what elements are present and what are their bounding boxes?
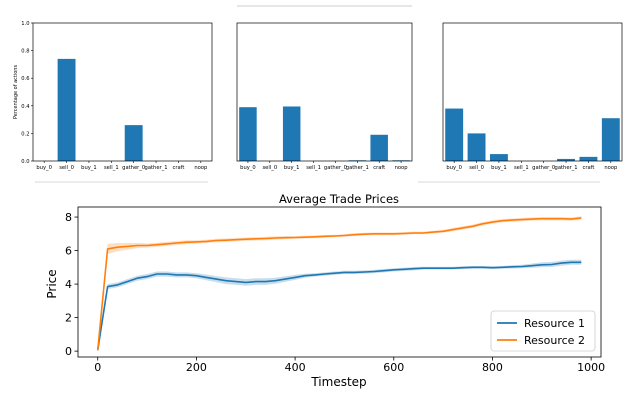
y-tick-label: 0.2 xyxy=(21,131,29,137)
x-tick-label: noop xyxy=(194,165,208,171)
bar-gather_0 xyxy=(124,125,143,161)
y-tick-label: 0.6 xyxy=(21,76,29,82)
bar-craft xyxy=(370,134,388,161)
bar-buy_1 xyxy=(282,106,301,161)
x-tick-label: sell_1 xyxy=(306,165,321,171)
x-tick-label: gather_0 xyxy=(532,165,555,171)
x-tick-label: buy_1 xyxy=(81,165,97,171)
y-tick-label: 6 xyxy=(65,245,72,258)
band-series-1 xyxy=(97,259,582,351)
bar-chart-panel-3: buy_0 sell_0 buy_1 sell_1 gather_0 gather_1 cr… xyxy=(442,22,623,171)
legend-label-1: Resource 1 xyxy=(524,317,585,330)
line-chart-axes: 0 200 400 600 800 1000 0 2 4 6 8 xyxy=(65,206,605,374)
x-tick-label: buy_0 xyxy=(240,165,256,171)
y-tick-label: 0.0 xyxy=(21,159,29,165)
y-tick-label: 0 xyxy=(65,345,72,358)
x-tick-label: sell_0 xyxy=(469,165,484,171)
bar-buy_1 xyxy=(489,154,508,161)
x-tick-label: buy_1 xyxy=(491,165,507,171)
bar-gather_1 xyxy=(557,158,576,161)
x-tick-label: sell_1 xyxy=(104,165,119,171)
legend: Resource 1 Resource 2 xyxy=(490,310,596,352)
x-tick-label: craft xyxy=(373,165,385,171)
x-tick-label: buy_0 xyxy=(446,165,462,171)
bar-sell_0 xyxy=(467,133,486,161)
x-tick-label: gather_1 xyxy=(145,165,168,171)
bar-buy_0 xyxy=(239,107,257,161)
bar-noop xyxy=(601,118,620,161)
x-axis-label: Timestep xyxy=(310,375,366,389)
x-tick-label: 600 xyxy=(383,361,404,374)
y-tick-label: 0.8 xyxy=(21,49,29,55)
y-axis-label: Price xyxy=(45,269,59,298)
x-tick-label: gather_0 xyxy=(324,165,347,171)
line-series-2 xyxy=(96,217,582,351)
x-tick-label: 200 xyxy=(186,361,207,374)
x-tick-label: gather_1 xyxy=(555,165,578,171)
line-series-1 xyxy=(96,261,582,351)
x-tick-label: 0 xyxy=(94,361,101,374)
line-chart-panel: Average Trade Prices 0 200 400 600 800 1000 0 2… xyxy=(45,192,605,389)
x-tick-label: 400 xyxy=(285,361,306,374)
confidence-bands xyxy=(97,216,582,351)
x-tick-label: noop xyxy=(395,165,409,171)
y-tick-label: 8 xyxy=(65,211,72,224)
x-tick-label: craft xyxy=(582,165,594,171)
x-tick-label: 800 xyxy=(482,361,503,374)
x-tick-label: sell_0 xyxy=(59,165,74,171)
plot-frame xyxy=(32,22,213,162)
plot-frame xyxy=(442,22,623,162)
x-tick-label: buy_1 xyxy=(284,165,300,171)
y-axis-label: Percentage of actions xyxy=(13,65,19,120)
x-tick-label: sell_1 xyxy=(514,165,529,171)
bar-craft xyxy=(579,156,598,161)
x-tick-label: gather_1 xyxy=(346,165,369,171)
x-tick-label: sell_0 xyxy=(262,165,277,171)
x-tick-label: noop xyxy=(604,165,618,171)
y-tick-label: 2 xyxy=(65,312,72,325)
x-tick-label: craft xyxy=(172,165,184,171)
plot-frame xyxy=(77,206,602,358)
y-tick-label: 1.0 xyxy=(21,21,29,27)
series-lines xyxy=(96,217,582,351)
legend-box xyxy=(490,310,596,352)
bar-buy_0 xyxy=(445,108,464,161)
bar-chart-panel-1: buy_0 sell_0 buy_1 sell_1 gather_0 gather_1 cr… xyxy=(13,21,213,171)
y-tick-label: 0.4 xyxy=(21,104,30,110)
line-chart-title: Average Trade Prices xyxy=(279,192,399,206)
x-tick-label: buy_0 xyxy=(36,165,52,171)
bar-sell_0 xyxy=(57,58,76,161)
legend-label-2: Resource 2 xyxy=(524,334,585,347)
x-tick-label: gather_0 xyxy=(122,165,145,171)
x-tick-label: 1000 xyxy=(577,361,605,374)
y-tick-label: 4 xyxy=(65,278,72,291)
plot-frame xyxy=(236,22,413,162)
